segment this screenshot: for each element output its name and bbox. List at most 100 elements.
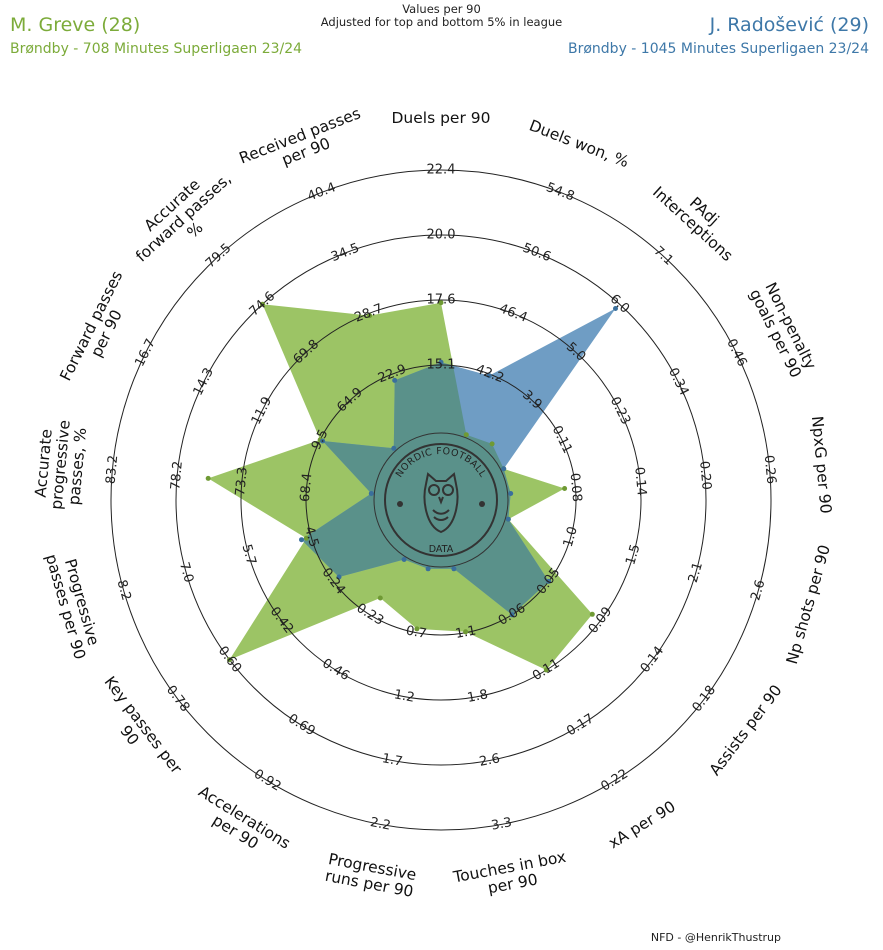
data-point-1-8 <box>463 629 469 635</box>
data-point-1-10 <box>377 595 383 601</box>
data-point-1-0 <box>438 300 444 306</box>
axis-label: Accurateprogressivepasses, % <box>31 418 91 512</box>
tick-label: 0.23 <box>607 395 633 428</box>
logo-dot-left <box>397 501 403 507</box>
subtitle-line-1: Values per 90 <box>402 2 481 16</box>
data-point-1-9 <box>414 626 420 632</box>
data-point-1-12 <box>303 535 309 541</box>
tick-label: 79.5 <box>203 241 235 272</box>
player1-name: M. Greve (28) <box>10 14 141 36</box>
logo-inner-ring <box>384 443 498 557</box>
data-point-2-4 <box>508 491 514 496</box>
tick-label: 2.1 <box>686 560 706 584</box>
player2-subtitle: Brøndby - 1045 Minutes Superligaen 23/24 <box>568 41 869 57</box>
data-point-2-14 <box>320 438 326 444</box>
tick-label: 15.1 <box>427 358 456 373</box>
tick-label: 1.2 <box>393 687 416 706</box>
axis-label: Touches in boxper 90 <box>451 848 571 904</box>
tick-label: 78.2 <box>168 460 186 490</box>
player1-subtitle: Brøndby - 708 Minutes Superligaen 23/24 <box>10 41 303 57</box>
data-point-2-6 <box>546 578 552 584</box>
tick-label: 0.22 <box>598 767 631 795</box>
data-point-2-10 <box>401 557 407 562</box>
data-point-2-11 <box>336 574 342 580</box>
tick-label: 1.8 <box>466 687 489 706</box>
tick-label: 73.3 <box>233 466 251 496</box>
series-fills <box>208 302 616 670</box>
axis-label: Forward passesper 90 <box>57 268 142 391</box>
axis-label: Progressiveruns per 90 <box>324 850 418 901</box>
tick-label: 0.7 <box>405 623 428 642</box>
tick-label: 83.2 <box>104 454 122 484</box>
data-point-1-7 <box>543 667 549 673</box>
axis-label: Progressivepasses per 90 <box>42 548 105 662</box>
logo-text-data: DATA <box>429 544 454 555</box>
data-point-2-15 <box>391 445 397 451</box>
player2-name: J. Radošević (29) <box>709 14 869 36</box>
tick-label: 0.69 <box>285 711 318 739</box>
tick-label: 22.4 <box>427 163 456 178</box>
tick-label: 0.46 <box>723 337 749 370</box>
tick-label: 0.17 <box>564 711 597 739</box>
tick-label: 0.18 <box>690 683 719 715</box>
data-point-1-4 <box>562 486 568 491</box>
tick-label: 0.26 <box>761 454 779 484</box>
tick-label: 0.20 <box>696 460 714 490</box>
axis-label: Assists per 90 <box>706 681 786 779</box>
tick-label: 14.3 <box>191 366 217 399</box>
data-point-2-9 <box>425 566 431 572</box>
tick-label: 0.14 <box>631 466 649 496</box>
data-point-2-2 <box>613 306 618 311</box>
data-point-1-16 <box>367 313 373 319</box>
tick-label: 1.1 <box>454 623 477 642</box>
tick-label: 11.9 <box>249 395 275 428</box>
axis-label: Accurateforward passes,% <box>121 157 246 278</box>
axis-label: xA per 90 <box>605 797 678 852</box>
tick-label: 2.6 <box>478 751 501 770</box>
tick-label: 16.7 <box>132 337 158 370</box>
grid-rings <box>110 169 772 831</box>
tick-label: 0.92 <box>251 767 284 795</box>
data-point-1-13 <box>205 475 211 481</box>
tick-label: 0.08 <box>567 472 585 502</box>
data-point-2-7 <box>509 612 515 618</box>
data-point-1-1 <box>463 432 469 438</box>
data-point-2-12 <box>299 537 304 543</box>
axis-label: Duels won, % <box>527 116 632 171</box>
chart-subtitle: Values per 90 Adjusted for top and botto… <box>0 3 883 29</box>
axis-label: Accelerationsper 90 <box>186 782 293 867</box>
tick-label: 4.5 <box>301 525 321 549</box>
tick-label: 46.4 <box>497 301 529 325</box>
tick-label: 0.34 <box>665 366 691 399</box>
tick-label: 50.6 <box>520 241 552 265</box>
axis-label: Non-penaltygoals per 90 <box>746 279 820 381</box>
tick-label: 20.0 <box>427 228 456 243</box>
grid-ring-2 <box>240 299 642 701</box>
axis-label: Duels per 90 <box>391 109 490 127</box>
series-points <box>205 300 618 673</box>
axis-label: Received passesper 90 <box>237 104 370 183</box>
tick-label: 1.5 <box>623 543 643 567</box>
tick-label: 0.23 <box>354 601 387 629</box>
data-point-2-16 <box>392 377 398 383</box>
axis-label: Np shots per 90 <box>783 543 834 666</box>
subtitle-line-2: Adjusted for top and bottom 5% in league <box>320 15 563 29</box>
tick-label: 8.2 <box>114 578 134 602</box>
tick-label: 5.7 <box>239 543 259 567</box>
tick-label: 54.8 <box>544 180 576 204</box>
tick-label: 7.0 <box>176 560 196 584</box>
tick-label: 3.3 <box>490 815 513 834</box>
tick-label: 1.7 <box>381 751 404 770</box>
data-point-2-1 <box>486 373 492 379</box>
data-point-1-2 <box>489 441 495 447</box>
logo-dot-right <box>479 501 485 507</box>
tick-label: 2.2 <box>369 815 392 834</box>
data-point-2-5 <box>505 516 511 522</box>
axis-label: NpxG per 90 <box>808 415 835 514</box>
owl-icon <box>423 472 459 534</box>
grid-ring-1 <box>305 364 577 636</box>
tick-label: 0.14 <box>638 644 667 676</box>
data-point-2-0 <box>438 359 444 365</box>
tick-label: 0.11 <box>549 423 575 456</box>
